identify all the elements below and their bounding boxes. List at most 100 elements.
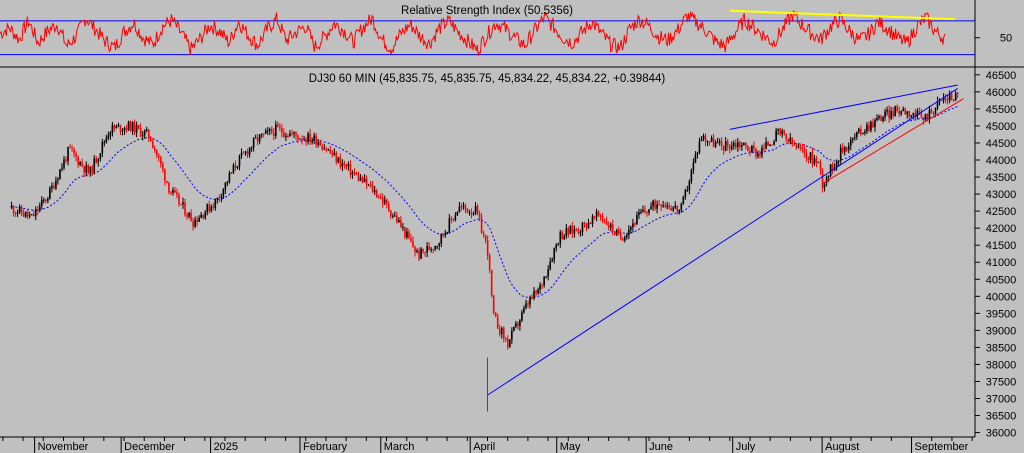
candle-body [65, 159, 67, 162]
candle-body [158, 155, 160, 158]
candle-body [264, 130, 267, 134]
candle-body [468, 212, 471, 214]
candle-body [149, 137, 152, 142]
candle-body [311, 140, 313, 142]
candle-body [783, 130, 785, 134]
candle-body [466, 208, 469, 213]
candle-body [438, 243, 441, 246]
candle-body [18, 206, 21, 213]
candle-body [761, 147, 763, 156]
price-y-tick-label: 43000 [986, 189, 1017, 201]
candle-body [674, 205, 677, 208]
candle-body [502, 327, 505, 339]
candle-body [611, 223, 614, 232]
candlesticks [10, 90, 959, 412]
month-label: June [649, 441, 673, 453]
candle-body [858, 128, 860, 132]
candle-body [599, 215, 602, 217]
candle-body [317, 142, 319, 145]
candle-body [252, 138, 255, 148]
candle-body [793, 143, 796, 145]
candle-body [430, 249, 432, 251]
month-label: 2025 [214, 441, 238, 453]
candle-body [644, 209, 646, 212]
candle-body [712, 137, 715, 147]
candle-body [539, 284, 541, 290]
candle-body [920, 112, 923, 118]
candle-body [755, 148, 757, 157]
candle-body [14, 213, 17, 215]
candle-body [123, 127, 126, 131]
candle-body [55, 180, 57, 189]
candle-body [190, 212, 192, 222]
candle-body [634, 223, 636, 225]
candle-body [220, 196, 223, 198]
candle-body [258, 134, 261, 142]
price-y-tick-label: 36500 [986, 411, 1017, 423]
candle-body [85, 165, 87, 173]
candle-body [93, 158, 96, 173]
candle-body [728, 145, 731, 149]
candle-body [692, 162, 695, 170]
candle-body [866, 124, 868, 132]
candle-body [246, 151, 249, 155]
candle-body [402, 226, 404, 228]
candle-body [371, 184, 374, 192]
price-y-tick-label: 46000 [986, 87, 1017, 99]
candle-body [743, 142, 745, 146]
candle-body [22, 213, 25, 217]
candle-body [349, 164, 352, 175]
time-ticks [2, 437, 973, 441]
candle-body [464, 205, 467, 209]
price-y-tick-label: 38500 [986, 342, 1017, 354]
candle-body [569, 226, 572, 234]
price-y-tick-label: 42000 [986, 223, 1017, 235]
candle-body [299, 138, 301, 140]
candle-body [654, 200, 656, 209]
candle-body [61, 167, 63, 170]
candle-body [928, 109, 931, 120]
candle-body [95, 158, 98, 163]
candle-body [878, 116, 880, 118]
candle-body [827, 176, 830, 178]
candle-body [817, 161, 820, 163]
candle-body [555, 244, 558, 249]
candle-body [561, 231, 564, 240]
candle-body [936, 101, 939, 108]
candle-body [279, 126, 281, 128]
candle-body [404, 226, 406, 238]
candle-body [595, 211, 598, 218]
candle-body [507, 339, 509, 347]
candle-body [16, 212, 19, 214]
candle-body [930, 109, 933, 113]
month-label: February [303, 441, 348, 453]
candle-body [716, 142, 719, 144]
price-y-tick-label: 45000 [986, 121, 1017, 133]
candle-body [670, 208, 673, 211]
candle-body [696, 152, 699, 155]
candle-body [103, 142, 106, 144]
candle-body [145, 129, 148, 131]
candle-body [321, 145, 324, 150]
candle-body [472, 213, 475, 215]
candle-body [632, 223, 634, 228]
candle-body [339, 157, 342, 167]
candle-body [880, 116, 882, 121]
candle-body [519, 320, 521, 327]
candle-body [914, 113, 917, 117]
candle-body [101, 142, 104, 154]
candle-body [305, 139, 307, 143]
candle-body [400, 220, 402, 227]
candle-body [636, 215, 638, 225]
candle-body [509, 339, 511, 347]
price-y-tick-label: 46500 [986, 70, 1017, 82]
candle-body [345, 164, 348, 167]
candle-body [236, 166, 239, 168]
candle-body [575, 228, 578, 231]
candle-body [363, 178, 366, 183]
candle-body [73, 149, 75, 154]
candle-body [601, 216, 604, 221]
candle-body [115, 126, 118, 129]
rsi-series-line [0, 10, 946, 57]
candle-body [432, 249, 434, 251]
